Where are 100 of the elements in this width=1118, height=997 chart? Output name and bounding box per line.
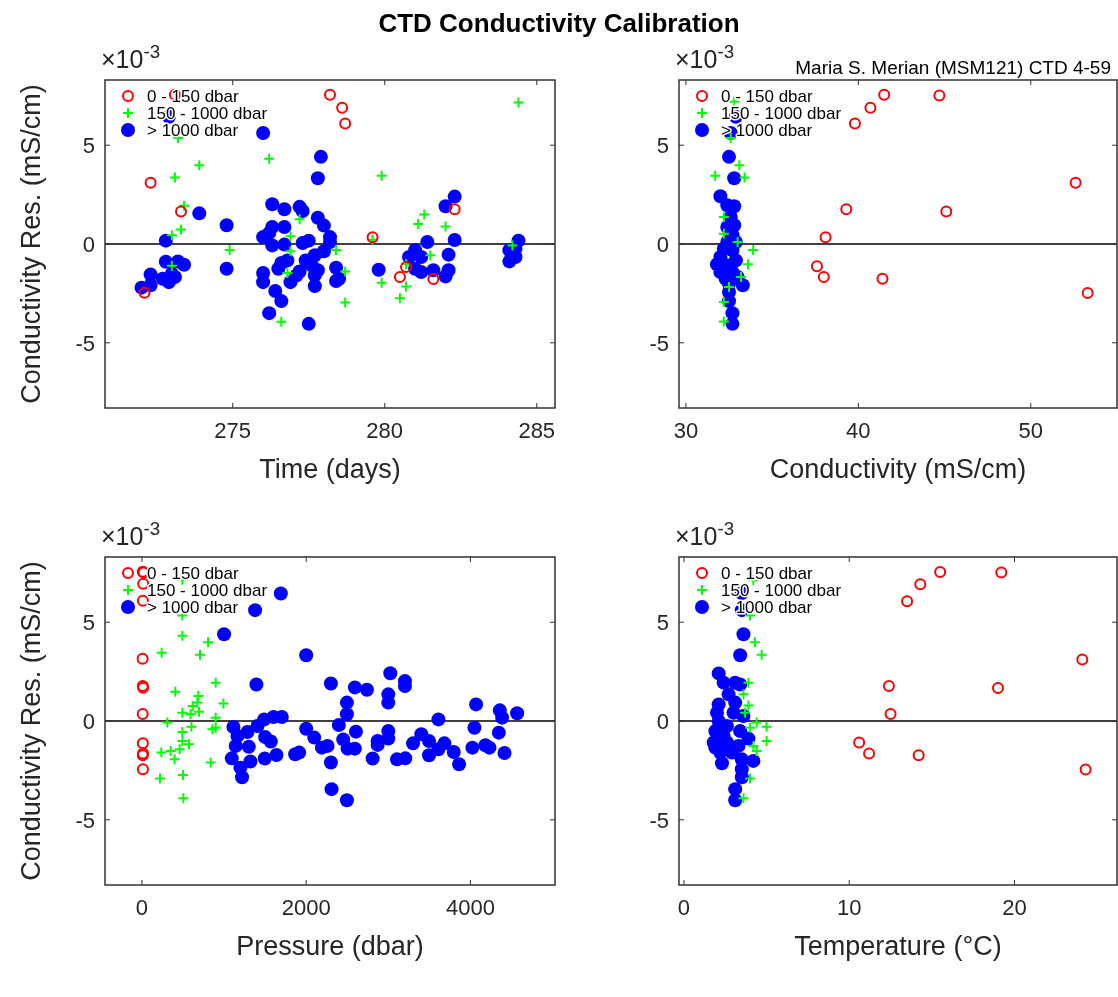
point — [934, 566, 947, 579]
point — [439, 220, 452, 233]
point — [760, 720, 773, 733]
point — [284, 245, 297, 258]
legend-label: 0 - 150 dbar — [721, 564, 814, 583]
point — [418, 208, 431, 221]
point — [737, 688, 750, 701]
y-tick-label: -5 — [649, 807, 669, 833]
x-tick-label: 0 — [135, 895, 149, 920]
legend-label: 0 - 150 dbar — [721, 87, 814, 106]
point — [339, 117, 352, 130]
point — [727, 171, 742, 186]
y-tick-label: -5 — [75, 330, 95, 356]
point — [706, 735, 721, 750]
point — [1081, 287, 1094, 299]
point — [734, 770, 749, 785]
point — [717, 227, 730, 240]
point — [512, 96, 525, 109]
y-tick-label: 5 — [82, 133, 95, 159]
point — [914, 578, 927, 591]
point — [912, 749, 925, 762]
x-tick-label: 10 — [837, 895, 862, 920]
text: ×10$^{-3}$ — [675, 517, 735, 550]
point — [940, 205, 953, 218]
point — [737, 792, 750, 805]
point — [168, 171, 181, 184]
point — [848, 117, 861, 130]
point — [175, 205, 188, 218]
point — [725, 316, 740, 331]
point — [339, 296, 352, 309]
point — [755, 648, 768, 661]
point — [714, 756, 729, 771]
point — [738, 171, 751, 184]
x-tick-label: 4000 — [445, 895, 495, 920]
point — [884, 708, 897, 721]
y-tick-label: 5 — [656, 610, 669, 636]
point — [176, 629, 189, 642]
point — [819, 231, 832, 244]
point — [144, 176, 157, 189]
point — [995, 566, 1008, 579]
point — [878, 88, 891, 101]
point — [138, 286, 151, 299]
point — [876, 272, 889, 285]
point — [739, 706, 752, 719]
y-tick-label: -5 — [649, 330, 669, 356]
point — [744, 772, 757, 785]
point — [742, 699, 755, 712]
x-tick-label: 50 — [1018, 418, 1044, 443]
point — [136, 737, 149, 750]
point — [735, 271, 748, 283]
point — [284, 230, 297, 243]
point — [217, 697, 230, 710]
point — [178, 199, 191, 212]
point — [882, 680, 895, 693]
y-tick-label: -5 — [75, 807, 95, 833]
point — [293, 213, 306, 226]
x-tick-label: 0 — [677, 895, 691, 920]
point — [1079, 763, 1092, 776]
point — [863, 747, 876, 760]
legend-label: > 1000 dbar — [147, 121, 239, 140]
point — [155, 746, 168, 759]
x-tick-label: 2000 — [281, 895, 331, 920]
y-tick-label: 5 — [82, 610, 95, 636]
x-tick-label: 280 — [366, 418, 404, 443]
point — [724, 745, 739, 760]
point — [733, 648, 748, 663]
point — [840, 203, 853, 216]
y-axis-title: Conductivity Res. (mS/cm) — [16, 561, 46, 881]
x-tick-label: 275 — [214, 418, 252, 443]
point — [735, 278, 750, 293]
x-tick-label: 285 — [518, 418, 556, 443]
point — [161, 716, 174, 729]
point — [375, 169, 388, 182]
point — [209, 676, 222, 689]
legend-label: > 1000 dbar — [147, 598, 239, 617]
x-tick-label: 30 — [673, 418, 699, 443]
point — [339, 265, 352, 278]
point — [733, 159, 746, 172]
point — [375, 276, 388, 289]
point — [1069, 176, 1082, 189]
y-axis-title: Conductivity Res. (mS/cm) — [16, 84, 46, 404]
point — [184, 708, 197, 721]
point — [165, 259, 178, 272]
x-tick-label: 40 — [846, 418, 871, 443]
point — [177, 792, 190, 805]
point — [204, 756, 217, 769]
point — [165, 229, 178, 242]
point — [176, 706, 189, 719]
point — [136, 763, 149, 776]
point — [750, 716, 763, 729]
point — [728, 793, 743, 808]
point — [992, 682, 1004, 694]
text: ×10$^{-3}$ — [101, 40, 161, 73]
point — [853, 736, 866, 749]
point — [324, 88, 336, 101]
point — [336, 101, 349, 114]
point — [173, 743, 186, 756]
point — [393, 271, 406, 283]
point — [193, 159, 206, 172]
x-tick-label: 20 — [1002, 895, 1027, 920]
